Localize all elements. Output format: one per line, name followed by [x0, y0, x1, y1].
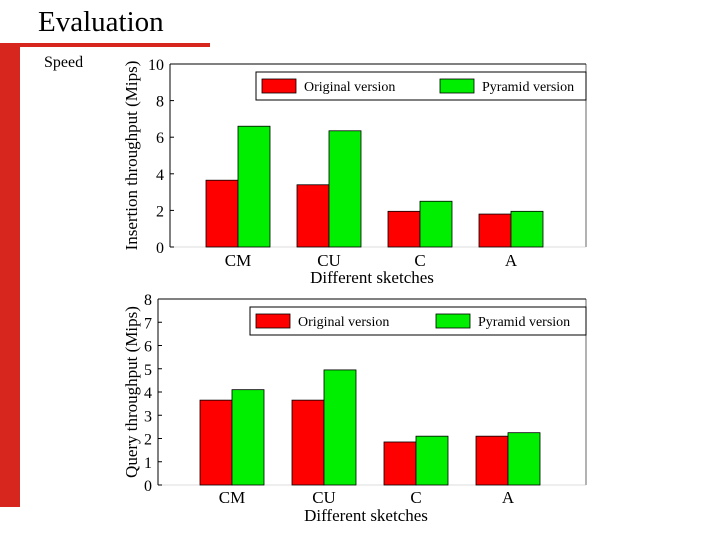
bar-cu-pyramid	[328, 130, 362, 248]
y-tick-label: 2	[144, 432, 152, 449]
y-tick-label: 4	[156, 167, 164, 184]
bar-a-original	[475, 435, 509, 486]
bar-cm-original	[205, 179, 239, 248]
y-axis-label: Insertion throughput (Mips)	[122, 61, 141, 251]
legend-label-pyramid: Pyramid version	[482, 80, 574, 95]
y-tick-label: 8	[144, 292, 152, 309]
bar-cu-original	[291, 399, 325, 486]
x-tick-label: CU	[312, 488, 336, 507]
bar-c-pyramid	[415, 435, 449, 486]
y-tick-label: 5	[144, 362, 152, 379]
y-axis-label: Query throughput (Mips)	[122, 306, 141, 478]
y-tick-label: 8	[156, 94, 164, 111]
bar-cm-pyramid	[237, 125, 271, 248]
x-tick-label: C	[410, 488, 421, 507]
x-tick-label: CU	[317, 251, 341, 270]
legend-label-original: Original version	[298, 315, 389, 330]
legend-label-pyramid: Pyramid version	[478, 315, 570, 330]
bar-c-pyramid	[419, 200, 453, 248]
x-tick-label: A	[502, 488, 515, 507]
x-tick-label: CM	[225, 251, 251, 270]
title-underline	[0, 43, 210, 47]
accent-sidebar	[0, 44, 20, 507]
slide-subtitle: Speed	[44, 54, 84, 71]
y-tick-label: 4	[144, 385, 152, 402]
legend-swatch-original	[261, 78, 297, 94]
y-tick-label: 6	[144, 339, 152, 356]
legend-label-original: Original version	[304, 80, 395, 95]
legend-box	[255, 71, 587, 101]
y-tick-label: 6	[156, 130, 164, 147]
y-tick-label: 0	[156, 240, 164, 257]
bar-cu-original	[296, 184, 330, 248]
x-axis-label: Different sketches	[310, 268, 434, 287]
x-axis-label: Different sketches	[304, 506, 428, 525]
y-tick-label: 10	[148, 57, 164, 74]
bar-cu-pyramid	[323, 369, 357, 486]
bar-c-original	[387, 210, 421, 248]
bar-cm-pyramid	[231, 389, 265, 486]
bar-c-original	[383, 441, 417, 486]
y-tick-label: 1	[144, 455, 152, 472]
x-tick-label: C	[414, 251, 425, 270]
legend-swatch-original	[255, 313, 291, 329]
y-tick-label: 0	[144, 478, 152, 495]
legend-box	[249, 306, 587, 336]
bar-a-pyramid	[510, 210, 544, 248]
bar-a-pyramid	[507, 432, 541, 486]
x-tick-label: CM	[219, 488, 245, 507]
y-tick-label: 7	[144, 315, 152, 332]
bar-a-original	[478, 213, 512, 248]
y-tick-label: 2	[156, 203, 164, 220]
legend-swatch-pyramid	[439, 78, 475, 94]
y-tick-label: 3	[144, 408, 152, 425]
slide-title: Evaluation	[38, 6, 164, 38]
x-tick-label: A	[505, 251, 518, 270]
bar-cm-original	[199, 399, 233, 486]
legend-swatch-pyramid	[435, 313, 471, 329]
